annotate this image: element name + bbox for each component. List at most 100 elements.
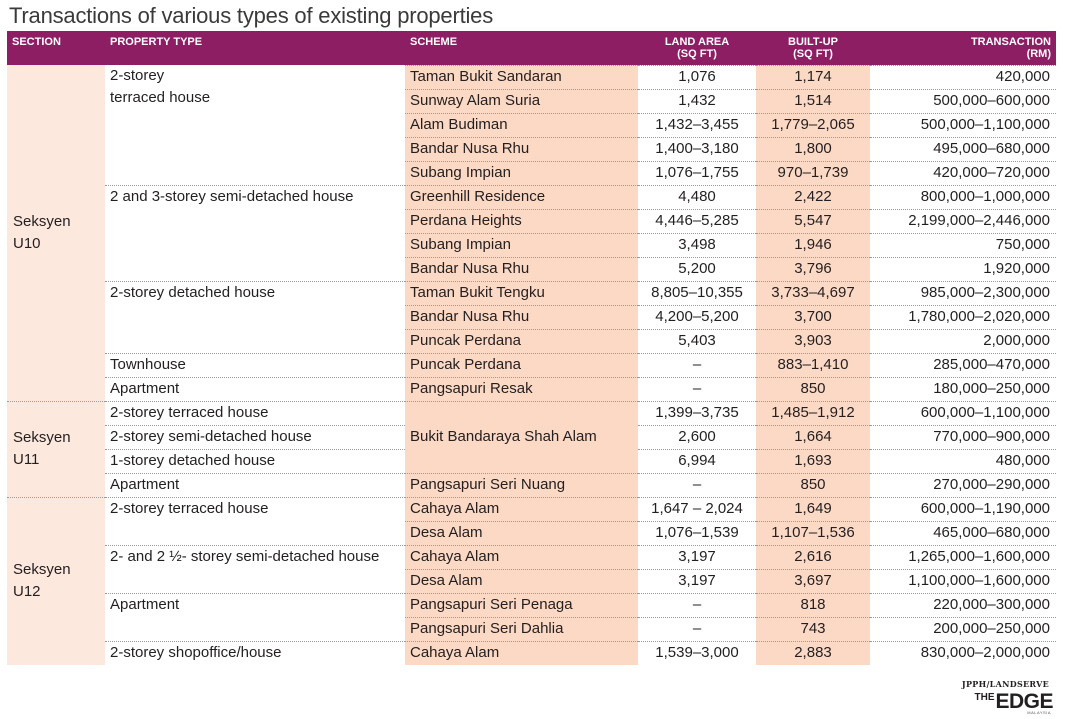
transaction-cell: 200,000–250,000 [870, 616, 1056, 641]
table-row: Townhouse Puncak Perdana – 883–1,410 285… [7, 352, 1056, 377]
transaction-cell: 800,000–1,000,000 [870, 184, 1056, 209]
transaction-cell: 500,000–600,000 [870, 88, 1056, 113]
property-type-cell: Apartment [105, 472, 405, 497]
built-up-cell: 1,946 [756, 232, 870, 257]
built-up-cell: 2,616 [756, 544, 870, 569]
section-cell-u11: Seksyen U11 [7, 400, 105, 497]
section-label: Seksyen [13, 561, 71, 579]
scheme-cell: Perdana Heights [405, 208, 638, 233]
built-up-cell: 850 [756, 472, 870, 497]
table-row: Sunway Alam Suria 1,432 1,514 500,000–60… [7, 88, 1056, 113]
logo-the: THE [974, 692, 995, 703]
scheme-cell: Bukit Bandaraya Shah Alam [405, 400, 638, 473]
built-up-cell: 3,903 [756, 328, 870, 353]
scheme-cell: Bandar Nusa Rhu [405, 304, 638, 329]
land-area-cell: 1,076 [638, 64, 756, 89]
table-row: Perdana Heights 4,446–5,285 5,547 2,199,… [7, 208, 1056, 233]
property-type-cell: Townhouse [105, 352, 405, 377]
header-property-type: PROPERTY TYPE [105, 31, 405, 65]
transaction-cell: 2,199,000–2,446,000 [870, 208, 1056, 233]
scheme-cell: Greenhill Residence [405, 184, 638, 209]
property-type-label: terraced house [110, 89, 211, 106]
land-area-cell: 1,400–3,180 [638, 136, 756, 161]
scheme-cell: Taman Bukit Tengku [405, 280, 638, 305]
section-label: U10 [13, 234, 41, 252]
header-transaction: TRANSACTION (RM) [870, 31, 1056, 65]
land-area-cell: – [638, 616, 756, 641]
scheme-cell: Puncak Perdana [405, 352, 638, 377]
built-up-cell: 3,733–4,697 [756, 280, 870, 305]
table-row: Desa Alam 3,197 3,697 1,100,000–1,600,00… [7, 568, 1056, 593]
table-row: Desa Alam 1,076–1,539 1,107–1,536 465,00… [7, 520, 1056, 545]
table-row: 2- and 2 ½- storey semi-detached house C… [7, 544, 1056, 593]
header-scheme: SCHEME [405, 31, 638, 65]
section-cell-u10: Seksyen U10 [7, 65, 105, 401]
property-type-cell: 2-storey terraced house [105, 65, 405, 185]
header-row: SECTION PROPERTY TYPE SCHEME LAND AREA (… [7, 31, 1056, 65]
land-area-cell: 3,197 [638, 544, 756, 569]
table-row: 1-storey detached house 6,994 1,693 480,… [7, 448, 1056, 473]
land-area-cell: 5,403 [638, 328, 756, 353]
land-area-cell: 1,432–3,455 [638, 112, 756, 137]
header-transaction-label: TRANSACTION [970, 36, 1051, 48]
header-built-up-label: BUILT-UP [788, 36, 838, 48]
property-type-cell: 2 and 3-storey semi-detached house [105, 184, 405, 281]
table-row: Puncak Perdana 5,403 3,903 2,000,000 [7, 328, 1056, 353]
header-land-area: LAND AREA (SQ FT) [638, 31, 756, 65]
table-row: 2-storey shopoffice/house Cahaya Alam 1,… [7, 640, 1056, 665]
source-credit: JPPH/LANDSERVE [961, 679, 1049, 689]
built-up-cell: 1,664 [756, 424, 870, 449]
property-type-cell: 2-storey shopoffice/house [105, 640, 405, 665]
scheme-cell: Subang Impian [405, 232, 638, 257]
land-area-cell: 1,076–1,539 [638, 520, 756, 545]
transaction-cell: 600,000–1,190,000 [870, 496, 1056, 521]
land-area-cell: 2,600 [638, 424, 756, 449]
table-row: Seksyen U10 2-storey terraced house Tama… [7, 64, 1056, 401]
scheme-cell: Desa Alam [405, 520, 638, 545]
transaction-cell: 750,000 [870, 232, 1056, 257]
land-area-cell: 3,197 [638, 568, 756, 593]
section-label: U12 [13, 583, 41, 601]
built-up-cell: 970–1,739 [756, 160, 870, 185]
transaction-cell: 420,000–720,000 [870, 160, 1056, 185]
built-up-cell: 3,796 [756, 256, 870, 281]
header-land-area-label: LAND AREA [664, 36, 730, 48]
land-area-cell: 4,446–5,285 [638, 208, 756, 233]
transaction-cell: 480,000 [870, 448, 1056, 473]
scheme-cell: Cahaya Alam [405, 544, 638, 569]
built-up-cell: 1,800 [756, 136, 870, 161]
scheme-cell: Bandar Nusa Rhu [405, 136, 638, 161]
land-area-cell: 1,647 – 2,024 [638, 496, 756, 521]
property-type-label: 2-storey [110, 67, 165, 84]
transactions-table: SECTION PROPERTY TYPE SCHEME LAND AREA (… [7, 31, 1056, 665]
logo-subtitle: MALAYSIA [1027, 710, 1051, 715]
transaction-cell: 1,780,000–2,020,000 [870, 304, 1056, 329]
section-cell-u12: Seksyen U12 [7, 496, 105, 665]
scheme-cell: Pangsapuri Seri Dahlia [405, 616, 638, 641]
page-title: Transactions of various types of existin… [9, 3, 494, 28]
property-type-cell: 2-storey terraced house [105, 496, 405, 545]
scheme-cell: Bandar Nusa Rhu [405, 256, 638, 281]
built-up-cell: 3,700 [756, 304, 870, 329]
table-row: Seksyen U12 2-storey terraced house Caha… [7, 496, 1056, 665]
built-up-cell: 743 [756, 616, 870, 641]
scheme-cell: Pangsapuri Seri Penaga [405, 592, 638, 617]
land-area-cell: 1,399–3,735 [638, 400, 756, 425]
transaction-cell: 1,265,000–1,600,000 [870, 544, 1056, 569]
table-row: Apartment Pangsapuri Seri Nuang – 850 27… [7, 472, 1056, 497]
built-up-cell: 1,107–1,536 [756, 520, 870, 545]
built-up-cell: 1,693 [756, 448, 870, 473]
scheme-cell: Alam Budiman [405, 112, 638, 137]
property-type-cell: 2- and 2 ½- storey semi-detached house [105, 544, 405, 593]
scheme-cell: Desa Alam [405, 568, 638, 593]
land-area-cell: – [638, 592, 756, 617]
table-row: Pangsapuri Seri Dahlia – 743 200,000–250… [7, 616, 1056, 641]
header-section: SECTION [7, 31, 105, 65]
land-area-cell: 4,480 [638, 184, 756, 209]
property-type-cell: 2-storey semi-detached house [105, 424, 405, 449]
header-land-area-unit: (SQ FT) [677, 48, 717, 60]
land-area-cell: 1,076–1,755 [638, 160, 756, 185]
logo-edge: EDGE [995, 690, 1053, 713]
transaction-cell: 220,000–300,000 [870, 592, 1056, 617]
table-row: Apartment Pangsapuri Resak – 850 180,000… [7, 376, 1056, 401]
